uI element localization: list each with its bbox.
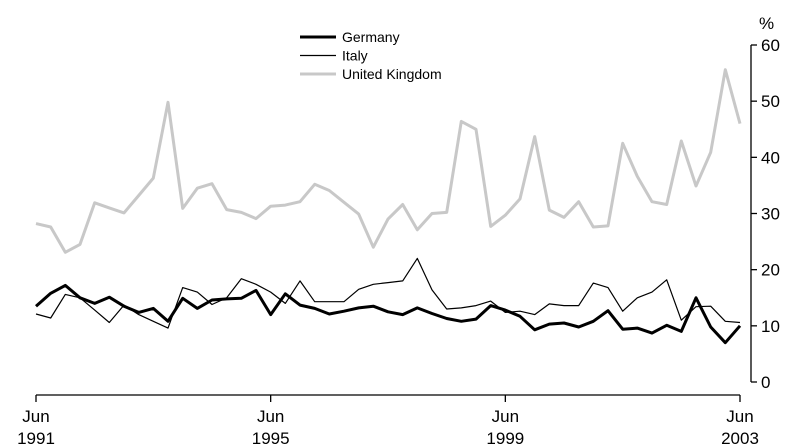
plot-lines bbox=[35, 68, 742, 345]
y-tick-label: 0 bbox=[761, 373, 770, 392]
x-tick-label: 2003 bbox=[721, 429, 759, 448]
x-tick-label: 1999 bbox=[486, 429, 524, 448]
y-tick-label: 20 bbox=[761, 261, 780, 280]
y-axis-ticks: 0 10 20 30 40 50 60 bbox=[751, 36, 780, 392]
series-line-germany bbox=[35, 283, 742, 345]
y-tick-label: 60 bbox=[761, 36, 780, 55]
legend-label-italy: Italy bbox=[342, 48, 368, 64]
x-axis-ticks: Jun 1991 Jun 1995 Jun 1999 Jun 2003 bbox=[17, 395, 759, 448]
y-axis-unit-label: % bbox=[759, 14, 774, 33]
y-tick-label: 50 bbox=[761, 92, 780, 111]
x-tick-label: Jun bbox=[726, 407, 753, 426]
legend-label-germany: Germany bbox=[342, 29, 400, 45]
x-tick-label: Jun bbox=[22, 407, 49, 426]
y-tick-label: 40 bbox=[761, 148, 780, 167]
legend: Germany Italy United Kingdom bbox=[300, 29, 442, 82]
x-tick-label: Jun bbox=[492, 407, 519, 426]
series-line-italy bbox=[35, 257, 741, 329]
x-tick-label: 1991 bbox=[17, 429, 55, 448]
y-tick-label: 30 bbox=[761, 205, 780, 224]
x-tick-label: Jun bbox=[257, 407, 284, 426]
x-tick-label: 1995 bbox=[252, 429, 290, 448]
legend-label-united-kingdom: United Kingdom bbox=[342, 66, 442, 82]
y-tick-label: 10 bbox=[761, 317, 780, 336]
axes bbox=[36, 45, 752, 396]
series-line-united-kingdom bbox=[35, 68, 742, 254]
